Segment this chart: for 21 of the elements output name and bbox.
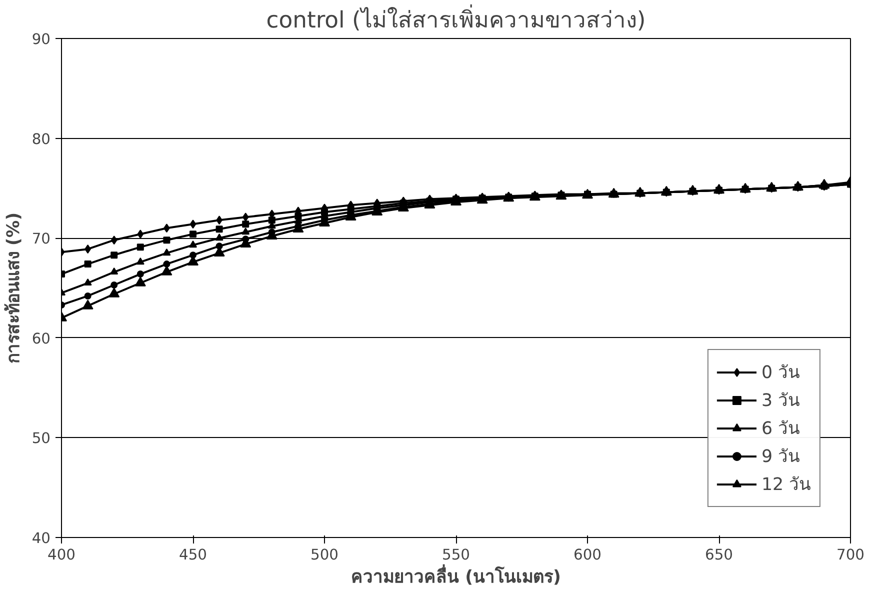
x-tick-label: 600: [574, 546, 602, 564]
y-tick-label: 70: [32, 230, 51, 248]
x-tick-label: 650: [705, 546, 733, 564]
legend-label: 0 วัน: [761, 362, 800, 385]
legend-label: 3 วัน: [761, 390, 800, 413]
x-axis-title: ความยาวคลื่น (นาโนเมตร): [351, 564, 561, 588]
chart-title: control (ไม่ใส่สารเพิ่มความขาวสว่าง): [266, 4, 646, 34]
legend-label: 9 วัน: [761, 446, 800, 469]
y-tick-label: 80: [32, 130, 51, 148]
legend-label: 12 วัน: [761, 474, 811, 497]
y-tick-label: 60: [32, 330, 51, 348]
legend-label: 6 วัน: [761, 418, 800, 441]
x-tick-label: 450: [179, 546, 207, 564]
y-axis-title: การสะท้อนแสง (%): [2, 212, 24, 364]
x-tick-label: 550: [442, 546, 470, 564]
x-tick-label: 700: [836, 546, 864, 564]
y-tick-label: 50: [32, 430, 51, 448]
x-tick-label: 400: [48, 546, 76, 564]
y-tick-label: 90: [32, 31, 51, 48]
y-tick-label: 40: [32, 530, 51, 547]
x-tick-label: 500: [310, 546, 338, 564]
